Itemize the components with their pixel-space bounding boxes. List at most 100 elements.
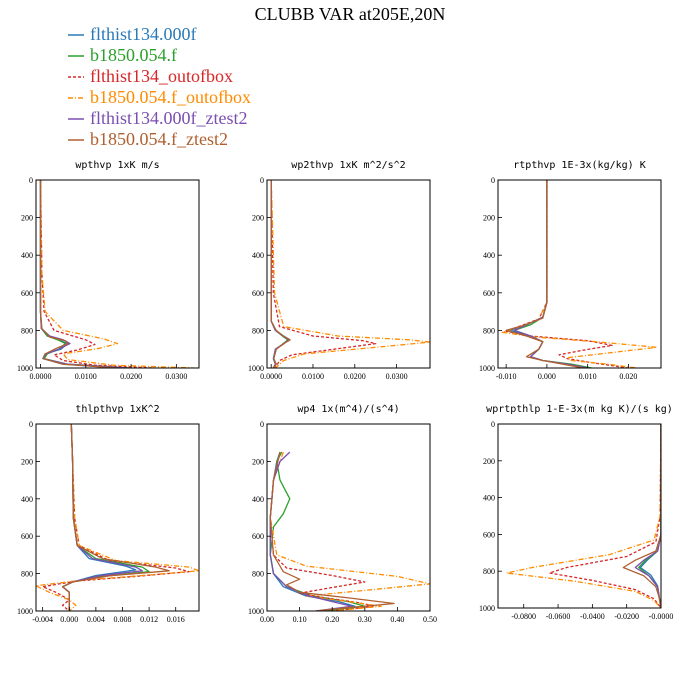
series-line (39, 180, 195, 368)
series-line (39, 180, 127, 368)
series-line (39, 180, 123, 368)
legend-label: b1850.054.f (90, 45, 177, 65)
series-line (269, 451, 430, 611)
y-tick-label: 0 (260, 420, 264, 429)
series-line (36, 424, 199, 611)
y-tick-label: 1000 (17, 364, 33, 373)
y-tick-label: 400 (252, 251, 264, 260)
y-tick-label: 800 (483, 326, 495, 335)
y-tick-label: 1000 (479, 604, 495, 613)
x-tick-label: -0.0200 (614, 612, 639, 621)
series-line (505, 424, 661, 608)
x-tick-label: 0.10 (293, 615, 307, 624)
y-tick-label: 0 (260, 176, 264, 185)
x-tick-label: 0.012 (140, 615, 158, 624)
legend-label: flthist134.000f_ztest2 (90, 108, 247, 128)
series-line (505, 180, 584, 368)
x-tick-label: -0.0600 (546, 612, 571, 621)
x-tick-label: -0.0000 (649, 612, 674, 621)
panel-6: wprtpthlp 1-E-3x(m kg K)/(s kg) 0 200 400 60… (479, 404, 673, 621)
y-tick-label: 400 (252, 495, 264, 504)
y-tick-label: 0 (491, 420, 495, 429)
series-line (270, 180, 430, 368)
y-tick-label: 1000 (248, 364, 264, 373)
series-group (269, 451, 430, 611)
y-tick-label: 200 (21, 457, 33, 466)
series-line (270, 180, 377, 368)
legend-item: b1850.054.f_ztest2 (68, 129, 228, 149)
legend-item: b1850.054.f_outofbox (68, 87, 251, 107)
series-line (39, 180, 154, 368)
y-tick-label: 0 (29, 420, 33, 429)
y-tick-label: 200 (483, 457, 495, 466)
plot-frame (266, 423, 431, 612)
x-tick-label: 0.20 (325, 615, 339, 624)
y-tick-label: 0 (491, 176, 495, 185)
x-tick-label: 0.016 (167, 615, 185, 624)
plot-frame (35, 423, 200, 612)
series-line (269, 451, 356, 611)
series-line (61, 424, 170, 611)
figure-title: CLUBB VAR at205E,20N (255, 4, 446, 24)
x-tick-label: 0.0200 (344, 372, 366, 381)
series-line (61, 424, 150, 611)
series-line (639, 424, 661, 608)
series-line (638, 424, 661, 608)
legend-item: b1850.054.f (68, 45, 177, 65)
x-tick-label: -0.004 (32, 615, 53, 624)
x-tick-label: 0.40 (390, 615, 404, 624)
y-tick-label: 600 (21, 532, 33, 541)
panel-title: wprtpthlp 1-E-3x(m kg K)/(s kg) (486, 404, 673, 415)
legend: flthist134.000fb1850.054.fflthist134_out… (68, 24, 251, 149)
y-tick-label: 1000 (17, 607, 33, 616)
legend-item: flthist134.000f_ztest2 (68, 108, 247, 128)
series-line (269, 451, 353, 611)
series-group (270, 180, 430, 368)
x-tick-label: 0.50 (423, 615, 437, 624)
y-tick-label: 400 (21, 251, 33, 260)
y-tick-label: 600 (252, 532, 264, 541)
y-tick-label: 200 (483, 214, 495, 223)
y-tick-label: 600 (483, 289, 495, 298)
series-line (501, 180, 658, 368)
y-tick-label: 800 (252, 326, 264, 335)
y-tick-label: 600 (483, 530, 495, 539)
series-line (269, 451, 395, 611)
x-tick-label: 0.0100 (302, 372, 324, 381)
y-tick-label: 400 (21, 495, 33, 504)
series-line (270, 180, 291, 368)
y-tick-label: 0 (29, 176, 33, 185)
y-tick-label: 800 (21, 570, 33, 579)
panel-3: rtpthvp 1E-3x(kg/kg) K 0 200 400 600 800 1000-… (479, 160, 662, 381)
series-line (548, 424, 661, 608)
y-tick-label: 200 (21, 214, 33, 223)
plot-frame (35, 179, 200, 369)
plot-frame (497, 179, 662, 369)
y-tick-label: 400 (483, 494, 495, 503)
panel-title: wp4 1x(m^4)/(s^4) (297, 404, 399, 415)
legend-label: flthist134_outofbox (90, 66, 233, 86)
x-tick-label: 0.010 (579, 372, 597, 381)
legend-item: flthist134.000f (68, 24, 197, 44)
panel-title: wpthvp 1xK m/s (75, 160, 159, 171)
x-tick-label: 0.000 (60, 615, 78, 624)
y-tick-label: 200 (252, 457, 264, 466)
x-tick-label: 0.004 (87, 615, 105, 624)
panel-4: thlpthvp 1xK^2 0 200 400 600 800 1000-0.004 0.0… (17, 404, 200, 624)
x-tick-label: 0.0000 (260, 372, 282, 381)
series-line (39, 180, 118, 368)
y-tick-label: 400 (483, 251, 495, 260)
legend-label: b1850.054.f_ztest2 (90, 129, 228, 149)
x-tick-label: 0.0300 (386, 372, 408, 381)
y-tick-label: 1000 (479, 364, 495, 373)
plot-frame (266, 179, 431, 369)
x-tick-label: -0.0400 (580, 612, 605, 621)
x-tick-label: 0.000 (538, 372, 556, 381)
series-group (501, 180, 658, 368)
x-tick-label: 0.008 (113, 615, 131, 624)
y-tick-label: 1000 (248, 607, 264, 616)
panel-title: thlpthvp 1xK^2 (75, 404, 159, 415)
series-line (505, 180, 629, 368)
